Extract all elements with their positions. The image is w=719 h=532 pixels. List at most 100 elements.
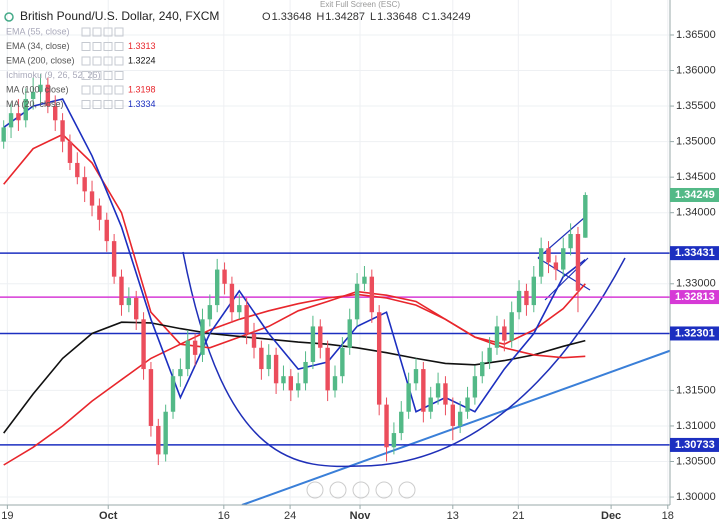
candle-body [266,354,271,370]
legend-button[interactable] [103,27,113,37]
candle-body [399,411,404,434]
candle-body [75,162,80,178]
candle-body [376,312,382,405]
candle-body [229,283,235,313]
price-label: 1.33431 [675,247,715,259]
candle-body [480,361,485,377]
legend-button[interactable] [81,42,91,51]
legend-value: 1.3313 [128,41,156,51]
candle-body [561,248,566,270]
ohlc-value: 1.34249 [431,11,471,23]
legend-button[interactable] [114,85,124,95]
price-label-bg [670,437,719,452]
price-label: 1.30733 [675,439,715,451]
candle-body [546,248,551,263]
candle-body [443,383,448,405]
legend-button[interactable] [92,56,102,66]
toolbar-button[interactable] [306,481,324,499]
legend: EMA (55, close) EMA (34, close) 1.3313 EMA … [6,26,156,109]
candle-body [384,404,389,448]
candle-body [494,326,500,348]
legend-button[interactable] [81,56,91,66]
candle-body [435,383,441,398]
legend-button[interactable] [81,27,91,37]
zoom-toolbar [306,481,416,499]
candle-body [310,326,316,362]
candle-body [538,248,544,277]
candle-body [347,319,352,348]
candle-body [332,376,338,391]
candle-body [207,305,213,320]
legend-button[interactable] [81,71,91,80]
candle-body [457,411,463,426]
candle-body [134,297,139,320]
candle-body [30,91,36,99]
candle-body [391,433,397,448]
legend-name: EMA (34, close) [6,41,70,51]
legend-button[interactable] [92,71,102,80]
legend-button[interactable] [103,71,113,80]
legend-button[interactable] [114,100,124,109]
legend-button[interactable] [92,42,102,51]
candle-body [163,411,168,455]
candle-body [325,347,330,391]
candle-body [509,312,514,341]
candle-body [465,397,470,412]
candle-body [516,290,522,313]
wedge-line [537,257,591,291]
status-icon [4,12,14,22]
candle-body [148,369,154,426]
legend-name: MA (100, close) [6,84,69,94]
x-tick-label: 19 [1,510,13,522]
legend-button[interactable] [114,42,124,51]
candle-body [354,283,360,320]
legend-button[interactable] [92,100,102,109]
indicator-line [3,321,586,434]
legend-button[interactable] [103,42,113,51]
legend-button[interactable] [81,85,91,95]
legend-button[interactable] [103,85,113,95]
legend-button[interactable] [114,56,124,66]
candle-body [45,84,51,107]
candle-body [119,276,124,306]
x-tick-label: 21 [512,510,524,522]
candle-body [67,141,73,163]
axes: 1.36500 1.36000 1.35500 1.35000 1.34500 1.340… [1,29,719,522]
candle-body [524,290,529,306]
candle-body [141,319,146,370]
toolbar-button[interactable] [398,481,416,499]
candle-body [362,276,367,284]
candle-body [104,219,109,242]
candle-body [53,106,58,121]
toolbar-button[interactable] [352,481,370,499]
price-label: 1.32813 [675,291,715,303]
toolbar-button[interactable] [329,481,347,499]
candle-body [251,333,257,348]
drawings [182,217,673,506]
x-tick-label: Oct [99,510,118,522]
trend-line [241,349,673,506]
legend-button[interactable] [103,56,113,66]
candles [1,74,588,466]
legend-button[interactable] [103,100,113,109]
candle-body [89,191,95,206]
legend-button[interactable] [92,85,102,95]
candle-body [369,276,375,313]
legend-button[interactable] [92,27,102,37]
legend-button[interactable] [81,100,91,109]
overlays [3,98,586,466]
toolbar-button[interactable] [375,481,393,499]
candle-body [531,276,536,306]
candle-body [288,376,294,391]
candle-body [502,326,507,341]
legend-button[interactable] [114,27,124,37]
exit-fullscreen[interactable]: Exit Full Screen (ESC) [320,0,400,9]
legend-button[interactable] [114,71,124,80]
ohlc-key: O [262,11,271,23]
candle-body [82,177,87,192]
candle-body [38,84,43,92]
ohlc-readout: O 1.33648 H 1.34287 L 1.33648 C 1.34249 [262,11,471,23]
candle-body [1,127,6,142]
y-tick-label: 1.36500 [676,29,716,41]
